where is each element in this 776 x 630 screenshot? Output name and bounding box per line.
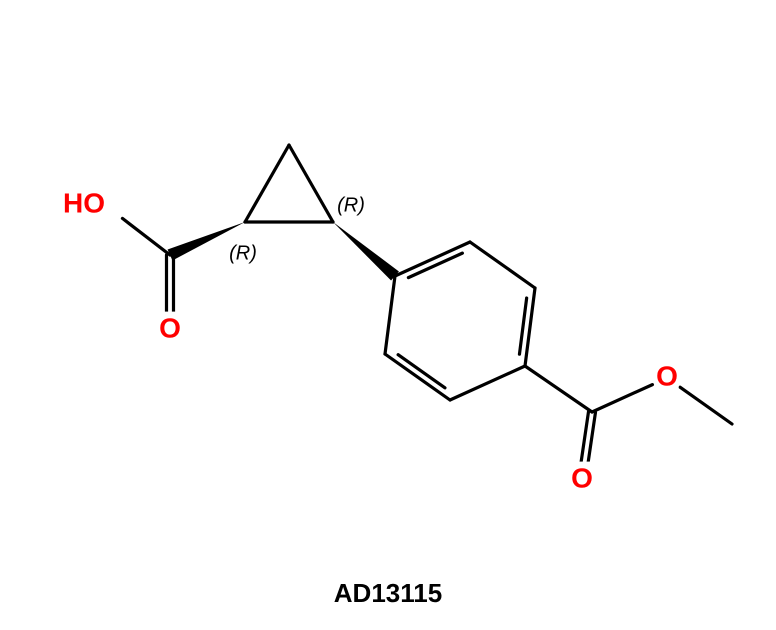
atom-label-O_acid: O (159, 312, 181, 343)
compound-id-caption: AD13115 (0, 578, 776, 609)
figure-canvas: HO O O O (R) (R) AD13115 (0, 0, 776, 630)
atom-label-O_ester_dbl: O (571, 462, 593, 493)
stereo-label: (R) (337, 194, 365, 216)
molecule-diagram: HO O O O (R) (R) (0, 0, 776, 630)
atom-label-O_ester_sgl: O (656, 360, 678, 391)
stereo-label: (R) (229, 242, 257, 264)
atom-label-HO: HO (63, 187, 105, 218)
